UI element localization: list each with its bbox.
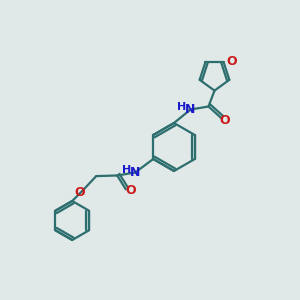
Text: N: N — [185, 103, 196, 116]
Text: H: H — [178, 102, 187, 112]
Text: O: O — [227, 55, 237, 68]
Text: O: O — [74, 186, 85, 200]
Text: H: H — [122, 164, 131, 175]
Text: O: O — [126, 184, 136, 197]
Text: O: O — [219, 114, 230, 127]
Text: N: N — [130, 166, 140, 179]
